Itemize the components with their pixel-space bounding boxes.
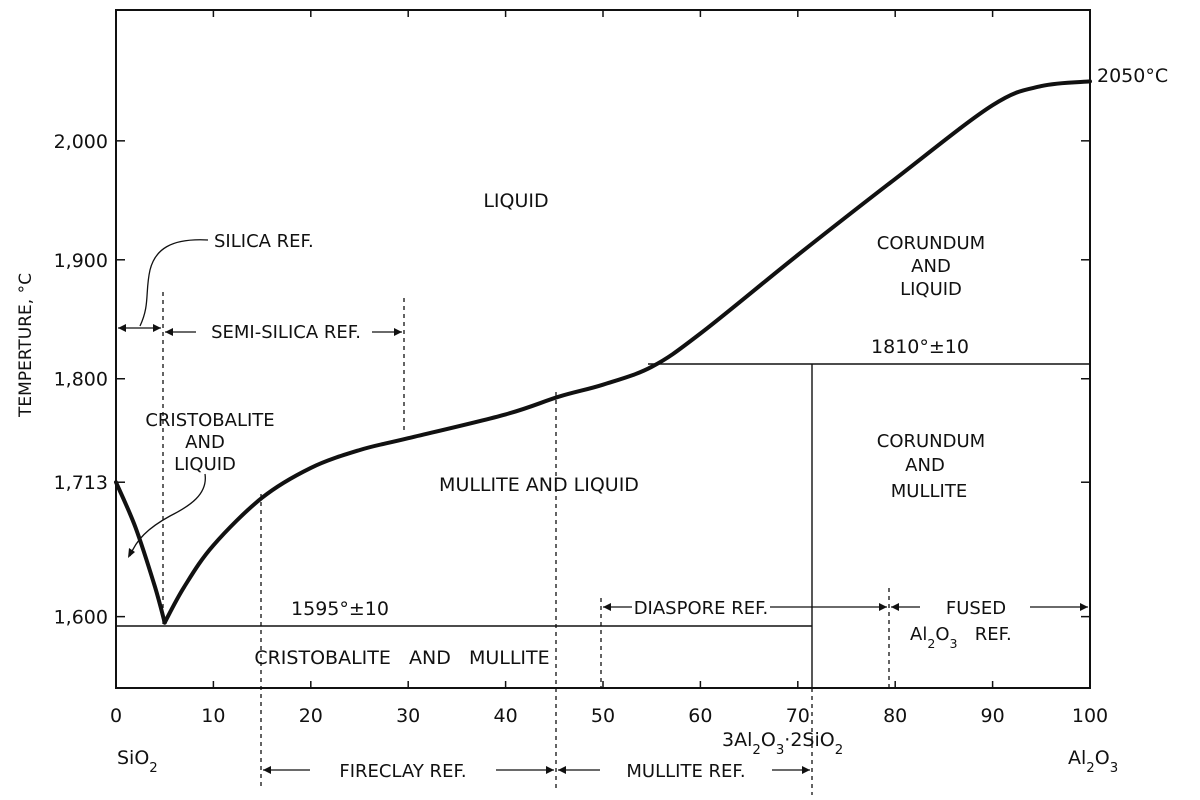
silica-ref-leader-line <box>139 239 209 327</box>
melting-temp-label: 2050°C <box>1097 65 1168 87</box>
mullite-liquid-label: MULLITE AND LIQUID <box>439 474 639 496</box>
eutectic-temp-label: 1595°±10 <box>291 598 389 620</box>
corundum-mullite-line3: MULLITE <box>891 481 967 502</box>
cristobalite-liquid-line1: CRISTOBALITE <box>145 410 274 431</box>
corundum-mullite-line2: AND <box>905 455 945 476</box>
x-tick-label: 70 <box>786 705 810 727</box>
x-tick-label: 100 <box>1072 705 1108 727</box>
cristobalite-liquid-line2: AND <box>185 432 225 453</box>
cristobalite-mullite-label: CRISTOBALITE AND MULLITE <box>254 647 549 669</box>
al2o3-end-label: Al2O3 <box>1068 747 1118 776</box>
cristobalite-leader-line <box>129 473 206 557</box>
cristobalite-liquid-line3: LIQUID <box>174 454 236 475</box>
corundum-liquid-line1: CORUNDUM <box>877 233 985 254</box>
fused-ref-label-line1: FUSED <box>946 598 1006 619</box>
x-tick-label: 60 <box>688 705 712 727</box>
y-tick-label: 1,713 <box>54 472 108 494</box>
corundum-temp-label: 1810°±10 <box>871 336 969 358</box>
liquidus-silica-branch <box>114 480 167 625</box>
x-tick-label: 20 <box>299 705 323 727</box>
x-tick-label: 90 <box>981 705 1005 727</box>
x-tick-label: 40 <box>494 705 518 727</box>
cristobalite-leader-arrowhead <box>128 548 135 558</box>
x-axis-ticks: 0 10 20 30 40 50 60 70 80 90 100 <box>110 10 1108 727</box>
fireclay-ref-label: FIRECLAY REF. <box>339 761 466 782</box>
x-tick-label: 30 <box>396 705 420 727</box>
y-axis-label: TEMPERTURE, °C <box>16 273 36 418</box>
x-tick-label: 50 <box>591 705 615 727</box>
corundum-liquid-line2: AND <box>911 256 951 277</box>
silica-ref-label: SILICA REF. <box>214 231 314 252</box>
x-tick-label: 0 <box>110 705 122 727</box>
sio2-end-label: SiO2 <box>117 747 158 776</box>
fused-ref-label-line2: Al2O3 REF. <box>910 624 1012 651</box>
liquidus-mullite-branch <box>162 79 1092 625</box>
x-tick-label: 80 <box>883 705 907 727</box>
y-tick-label: 1,800 <box>54 369 108 391</box>
x-tick-label: 10 <box>201 705 225 727</box>
mullite-ref-label: MULLITE REF. <box>626 761 745 782</box>
y-axis-ticks: 1,600 1,713 1,800 1,900 2,000 <box>54 131 1090 629</box>
semi-silica-ref-label: SEMI-SILICA REF. <box>211 322 361 343</box>
diaspore-ref-label: DIASPORE REF. <box>634 598 769 619</box>
corundum-liquid-line3: LIQUID <box>900 279 962 300</box>
liquid-region-label: LIQUID <box>483 190 548 212</box>
corundum-mullite-line1: CORUNDUM <box>877 431 985 452</box>
mullite-formula-label: 3Al2O3·2SiO2 <box>722 729 843 758</box>
y-tick-label: 2,000 <box>54 131 108 153</box>
y-tick-label: 1,600 <box>54 607 108 629</box>
y-tick-label: 1,900 <box>54 250 108 272</box>
